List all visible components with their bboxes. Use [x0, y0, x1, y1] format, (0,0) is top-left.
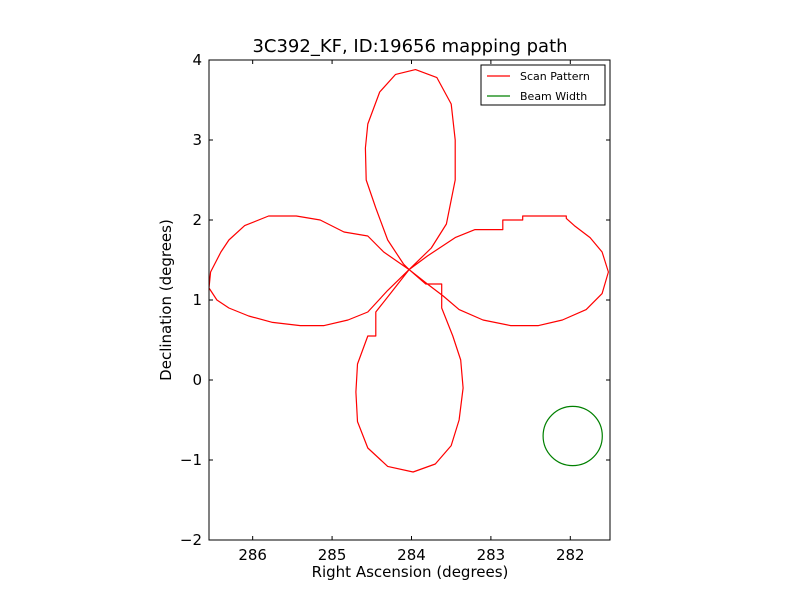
- legend-label-scan-pattern: Scan Pattern: [520, 70, 590, 83]
- y-tick-label: −2: [180, 531, 202, 549]
- legend-label-beam-width: Beam Width: [520, 90, 587, 103]
- x-axis-label: Right Ascension (degrees): [312, 563, 509, 581]
- y-tick-label: 0: [192, 371, 202, 389]
- axes-frame: [208, 59, 611, 541]
- y-tick-label: −1: [180, 451, 202, 469]
- x-tick-label: 283: [477, 546, 506, 564]
- y-tick-label: 1: [192, 291, 202, 309]
- ticks-layer: 286 285 284 283 282 −2 −1 0 1 2 3 4: [180, 51, 610, 564]
- x-tick-label: 285: [318, 546, 347, 564]
- plot-area: 286 285 284 283 282 −2 −1 0 1 2 3 4: [180, 51, 611, 564]
- beam-width-circle: [542, 405, 603, 467]
- x-tick-label: 286: [238, 546, 267, 564]
- y-tick-label: 3: [192, 131, 202, 149]
- chart-title: 3C392_KF, ID:19656 mapping path: [252, 36, 567, 57]
- legend: Scan Pattern Beam Width: [480, 64, 606, 106]
- x-tick-label: 282: [556, 546, 585, 564]
- x-tick-label: 284: [397, 546, 426, 564]
- scan-pattern-line: [209, 68, 610, 473]
- y-axis-label: Declination (degrees): [157, 219, 175, 381]
- y-tick-label: 2: [192, 211, 202, 229]
- series-layer: [209, 68, 610, 473]
- legend-box: [480, 64, 606, 106]
- y-tick-label: 4: [192, 51, 202, 69]
